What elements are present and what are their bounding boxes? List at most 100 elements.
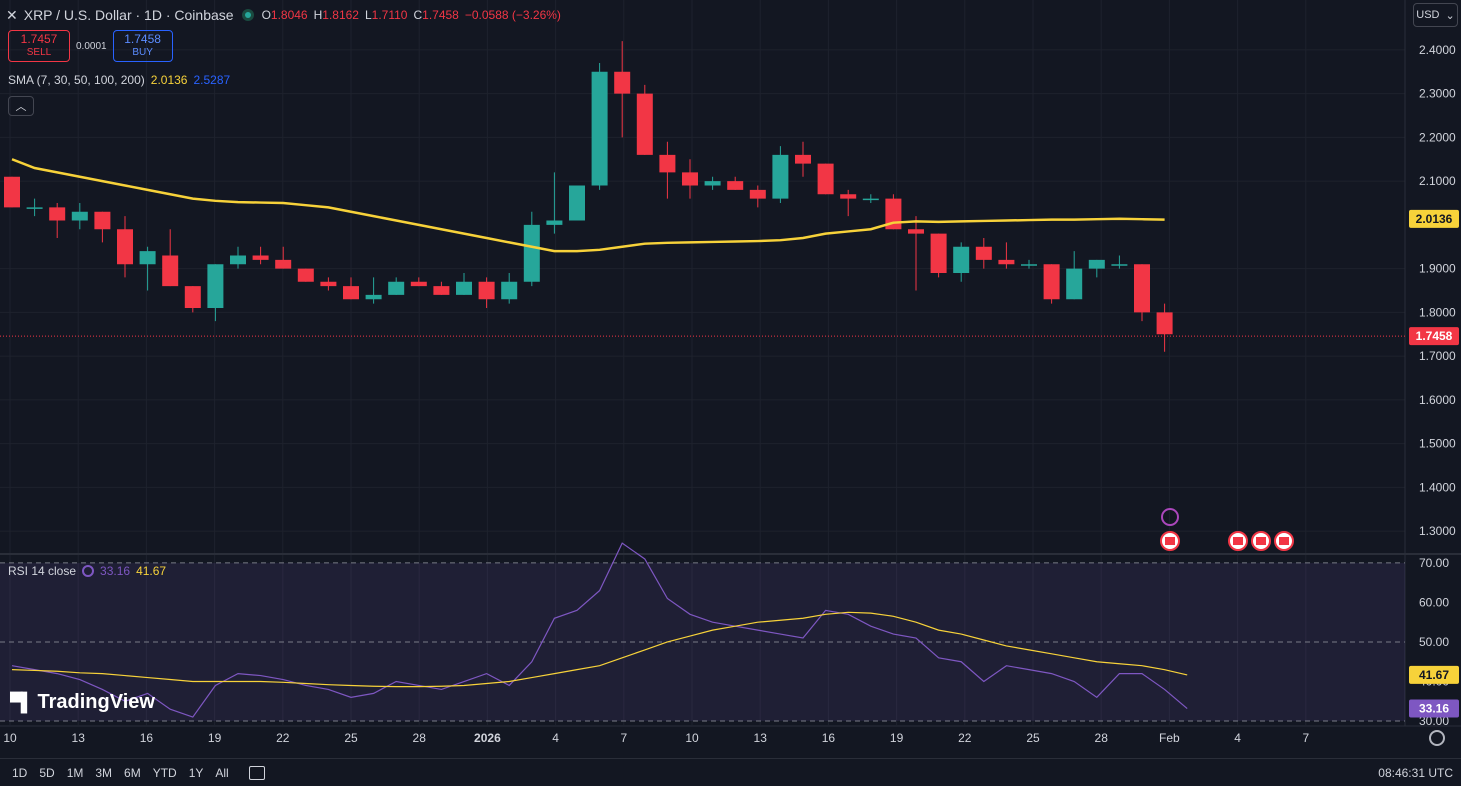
buy-button[interactable]: 1.7458 BUY xyxy=(112,30,173,62)
ohlc-values: O1.8046 H1.8162 L1.7110 C1.7458 −0.0588 (−3.… xyxy=(262,8,561,22)
ohlc-value: 1.8046 xyxy=(270,8,308,22)
chevron-up-icon: ︿ xyxy=(15,101,27,113)
range-button-1d[interactable]: 1D xyxy=(12,765,28,780)
price-tick-label: 1.6000 xyxy=(1419,393,1456,407)
buy-price: 1.7458 xyxy=(124,32,161,46)
symbol-header: ✕ XRP / U.S. Dollar · 1D · Coinbase O1.8… xyxy=(6,5,561,25)
candle-body xyxy=(772,154,789,199)
candle-body xyxy=(840,194,857,199)
candle-body xyxy=(297,268,314,282)
ohlc-value: 1.8162 xyxy=(322,8,359,22)
time-tick-label: 7 xyxy=(620,731,627,745)
ohlc-item: O1.8046 xyxy=(262,8,308,22)
price-tick-label: 1.3000 xyxy=(1419,524,1456,538)
bottom-toolbar: 1D 5D 1M 3M 6M YTD 1Y All 08:46:31 UTC xyxy=(0,758,1461,786)
sell-price: 1.7457 xyxy=(20,32,58,46)
rsi-badge xyxy=(1409,699,1459,718)
currency-select[interactable]: USD ⌄ xyxy=(1413,3,1458,27)
rsi-value-2: 41.67 xyxy=(136,564,167,578)
clock[interactable]: 08:46:31 UTC xyxy=(1378,766,1453,780)
time-tick-label: 10 xyxy=(3,731,17,745)
loading-icon xyxy=(82,565,95,577)
range-buttons: 1D 5D 1M 3M 6M YTD 1Y All xyxy=(8,764,233,782)
candle-body xyxy=(659,154,676,173)
time-tick-label: 13 xyxy=(72,731,86,745)
range-button-6m[interactable]: 6M xyxy=(124,765,141,780)
candle-body xyxy=(478,281,495,300)
candle-body xyxy=(817,163,834,195)
candle-body xyxy=(930,233,947,273)
symbol-title[interactable]: XRP / U.S. Dollar · 1D · Coinbase xyxy=(23,7,234,23)
range-button-ytd[interactable]: YTD xyxy=(152,765,177,780)
market-status-icon[interactable] xyxy=(241,9,254,21)
time-tick-label: 4 xyxy=(552,731,559,745)
rsi-tick-label: 70.00 xyxy=(1419,556,1449,570)
collapse-indicators-button[interactable]: ︿ xyxy=(8,96,34,116)
candle-body xyxy=(71,211,88,221)
sma-legend[interactable]: SMA (7, 30, 50, 100, 200) 2.0136 2.5287 xyxy=(8,73,230,87)
price-tick-label: 2.1000 xyxy=(1419,174,1456,188)
ohlc-value: 1.7458 xyxy=(422,8,459,22)
candle-body xyxy=(4,176,20,208)
candle-body xyxy=(410,281,427,287)
time-tick-label: 7 xyxy=(1302,731,1309,745)
price-tick-label: 1.5000 xyxy=(1419,437,1456,451)
range-button-1m[interactable]: 1M xyxy=(66,765,84,780)
ohlc-item: L1.7110 xyxy=(365,8,408,22)
last-price-badge xyxy=(1409,327,1459,346)
candle-body xyxy=(704,181,721,186)
sell-button[interactable]: 1.7457 SELL xyxy=(8,30,70,62)
us-flag-stripe xyxy=(1256,537,1266,545)
sell-label: SELL xyxy=(26,47,52,58)
time-tick-label: 22 xyxy=(276,731,290,745)
sma-value-2: 2.5287 xyxy=(193,73,231,87)
rsi-signal-badge xyxy=(1409,665,1459,684)
tradingview-logo-icon: ▀▌ xyxy=(10,692,33,712)
calendar-icon[interactable] xyxy=(248,765,265,780)
candle-body xyxy=(230,255,246,265)
candle-body xyxy=(343,286,359,300)
ohlc-key: C xyxy=(413,8,423,22)
ohlc-key: L xyxy=(364,8,372,22)
trade-panel: 1.7457 SELL 0.0001 1.7458 BUY xyxy=(8,30,173,62)
price-tick-label: 1.7000 xyxy=(1419,349,1456,363)
candle-body xyxy=(908,229,924,234)
candle-body xyxy=(501,281,518,300)
price-tick-label: 2.4000 xyxy=(1419,43,1456,57)
range-button-all[interactable]: All xyxy=(215,765,229,780)
ohlc-item: C1.7458 xyxy=(413,8,458,22)
chevron-down-icon: ⌄ xyxy=(1445,9,1455,22)
range-button-1y[interactable]: 1Y xyxy=(188,765,204,780)
candle-body xyxy=(275,259,292,269)
candle-body xyxy=(365,294,382,300)
time-tick-label: 25 xyxy=(344,731,358,745)
sma-badge xyxy=(1409,209,1459,228)
candle-body xyxy=(26,207,43,209)
price-tick-label: 1.4000 xyxy=(1419,480,1456,494)
sma-badge-label: 2.0136 xyxy=(1416,212,1453,226)
range-button-5d[interactable]: 5D xyxy=(39,765,55,780)
rsi-line xyxy=(11,542,1188,718)
sma-value-1: 2.0136 xyxy=(150,73,188,87)
settings-gear-icon[interactable] xyxy=(1429,730,1445,746)
candle-body xyxy=(1156,312,1173,335)
flash-event-icon xyxy=(1161,508,1179,526)
price-tick-label: 2.2000 xyxy=(1419,130,1456,144)
rsi-value-1: 33.16 xyxy=(100,564,131,578)
candle-body xyxy=(1043,264,1060,300)
time-tick-label: 19 xyxy=(890,731,904,745)
candle-body xyxy=(162,255,179,287)
candle-body xyxy=(433,286,450,295)
range-button-3m[interactable]: 3M xyxy=(95,765,113,780)
candle-body xyxy=(614,71,631,94)
candle-body xyxy=(320,281,337,287)
ohlc-value: −0.0588 (−3.26%) xyxy=(464,8,561,22)
time-tick-label: 16 xyxy=(822,731,836,745)
time-tick-label: 2026 xyxy=(474,731,501,745)
currency-label: USD xyxy=(1416,9,1440,21)
rsi-legend[interactable]: RSI 14 close 33.16 41.67 xyxy=(8,564,166,578)
rsi-tick-label: 50.00 xyxy=(1419,635,1449,649)
us-flag-stripe xyxy=(1233,537,1243,545)
time-tick-label: 28 xyxy=(413,731,427,745)
